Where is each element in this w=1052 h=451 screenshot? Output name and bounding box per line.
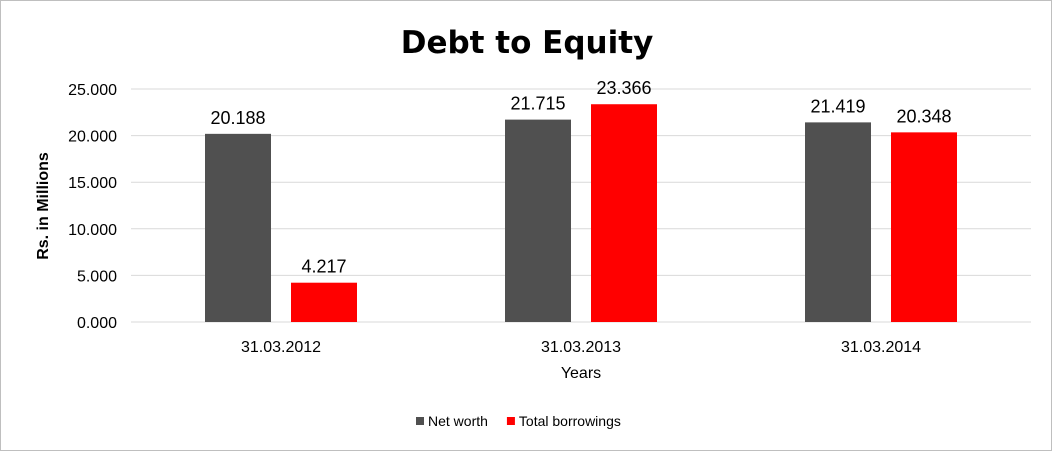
bars [205,104,957,322]
data-labels: 20.188 4.217 21.715 23.366 21.419 20.348 [210,78,951,276]
data-label: 20.348 [896,106,951,126]
y-tick-label: 5.000 [77,268,117,285]
y-tick-label: 20.000 [68,129,117,146]
y-tick-label: 10.000 [68,222,117,239]
bar-total-borrowings [591,104,657,322]
data-label: 21.715 [510,94,565,114]
data-label: 21.419 [810,96,865,116]
gridlines [131,88,1031,276]
data-label: 20.188 [210,108,265,128]
legend-swatch [506,417,515,425]
x-axis-title: Years [561,365,601,382]
data-label: 23.366 [596,78,651,98]
bar-net-worth [205,133,271,322]
bar-net-worth [505,119,571,322]
chart-title: Debt to Equity [401,25,654,61]
y-axis-ticks: 0.000 5.000 10.000 15.000 20.000 25.000 [68,82,117,332]
y-tick-label: 25.000 [68,82,117,99]
y-axis-title: Rs. in Millions [35,152,52,260]
legend-swatch [416,417,424,425]
legend-label: Total borrowings [519,413,621,429]
legend-label: Net worth [428,413,488,429]
bar-net-worth [805,122,871,322]
bar-total-borrowings [291,282,357,322]
y-tick-label: 0.000 [77,315,117,332]
x-tick-label: 31.03.2013 [541,339,621,356]
data-label: 4.217 [301,257,346,277]
x-tick-label: 31.03.2012 [241,339,321,356]
x-axis-ticks: 31.03.2012 31.03.2013 31.03.2014 [241,339,921,356]
legend: Net worth Total borrowings [416,413,621,429]
x-tick-label: 31.03.2014 [841,339,921,356]
bar-total-borrowings [891,132,957,322]
y-tick-label: 15.000 [68,175,117,192]
